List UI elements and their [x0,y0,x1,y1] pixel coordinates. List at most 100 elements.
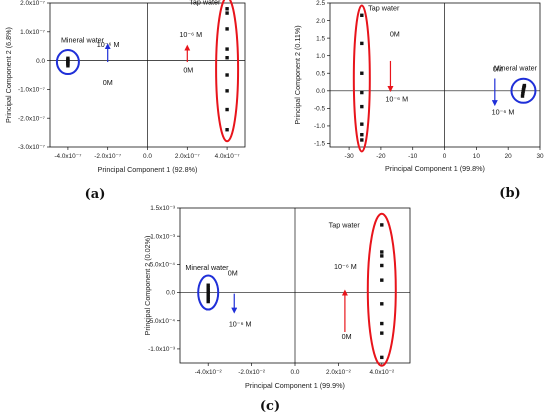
mineral-water-label: Mineral water [494,63,538,72]
tap-water-point [360,104,364,109]
panel-b: -30 -20 -10 0 10 20 30 2.5 2.0 1.5 1.0 0.5 0.0 -0.5 -1… [293,0,544,201]
mineral-water-point [206,286,210,290]
x-tick-label: 0.0 [291,369,300,376]
blue-arrow-bottom-label: 0M [103,78,113,87]
x-axis-label: Principal Component 1 (92.8%) [98,165,198,174]
mineral-water-point [522,83,527,88]
tap-water-point [225,11,229,15]
plot-frame [329,2,541,148]
red-arrow-top-label: 10⁻⁶ M [334,262,357,271]
mineral-water-point [66,64,70,68]
red-arrow-top-label: 10⁻⁶ M [179,30,202,39]
blue-arrow-bottom-label: 10⁻⁶ M [492,108,515,117]
tap-water-label: Tap water [368,4,400,13]
red-arrow-top-label: 0M [390,29,400,38]
blue-arrow-top-label: 10⁻⁶ M [97,40,120,49]
tap-water-point [360,71,364,75]
mineral-water-point [206,297,210,302]
tap-water-point [360,133,364,137]
y-tick-label: -1.5 [314,141,325,148]
y-tick-label: 1.5x10⁻³ [150,205,175,212]
tap-water-cluster-ellipse [215,0,240,143]
red-arrow-bottom-label: 10⁻⁶ M [385,94,408,103]
tap-water-point [380,223,384,227]
tap-water-point [380,302,384,306]
tap-water-point [225,89,229,93]
y-tick-label: 1.0 [316,53,325,60]
x-tick-label: -2.0x10⁻⁷ [94,153,122,160]
y-tick-label: 5.0x10⁻⁴ [150,262,176,269]
mineral-water-cluster-ellipse [510,77,537,104]
x-tick-label: 0 [443,153,447,160]
mineral-water-point [521,89,525,94]
x-tick-label: 30 [536,153,544,160]
panel-label: (c) [260,399,280,414]
x-tick-label: 2.0x10⁻² [326,369,351,376]
tap-water-point [225,128,229,132]
tap-water-point [225,56,229,60]
tap-water-cluster-ellipse [366,212,397,367]
x-tick-label: -4.0x10⁻² [195,369,222,376]
mineral-water-point [206,293,210,297]
panel-c: -4.0x10⁻² -2.0x10⁻² 0.0 2.0x10⁻² 4.0x10⁻² 1.5… [143,205,411,414]
red-arrow-bottom-label: 0M [183,66,193,75]
x-tick-label: 20 [505,153,513,160]
tap-water-label: Tap water [189,0,221,6]
tap-water-point [225,47,229,51]
x-tick-label: -30 [344,153,354,160]
y-tick-label: -3.0x10⁻⁷ [18,144,46,151]
mineral-water-cluster-ellipse [197,274,220,311]
tap-water-point [380,355,384,360]
mineral-water-point [206,283,210,287]
mineral-water-point [206,295,210,299]
tap-water-point [360,138,364,142]
tap-water-point [225,73,229,77]
red-arrow-bottom-label: 0M [342,332,352,341]
tap-water-point [380,331,384,335]
y-axis-label: Principal Component 2 (6.8%) [4,27,13,123]
x-tick-label: 4.0x10⁻⁷ [215,153,241,160]
tap-water-point [360,122,364,126]
x-tick-label: 4.0x10⁻² [369,369,394,376]
y-tick-label: -2.0x10⁻⁷ [18,115,46,122]
y-tick-label: -1.0 [314,123,325,130]
x-tick-label: -10 [408,153,418,160]
mineral-water-point [521,88,526,92]
x-tick-label: -2.0x10⁻² [238,369,265,376]
tap-water-point [225,27,229,31]
y-tick-label: -1.0x10⁻⁷ [18,87,46,94]
y-tick-label: 1.5 [316,35,325,42]
blue-arrow-top-label: 0M [228,269,238,278]
mineral-water-point [521,91,525,96]
tap-water-point [225,7,229,11]
mineral-water-point [206,288,210,292]
y-tick-label: 2.5 [316,0,325,7]
tap-water-point [380,254,384,258]
tap-water-point [380,321,384,326]
x-tick-label: 2.0x10⁻⁷ [175,153,201,160]
y-tick-label: 0.0 [316,88,325,95]
x-tick-label: -20 [376,153,386,160]
tap-water-point [380,263,384,268]
x-tick-label: 0.0 [143,153,152,160]
blue-arrow-top-label: 0M [493,64,503,73]
mineral-water-label: Mineral water [61,36,105,45]
x-axis-label: Principal Component 1 (99.8%) [385,164,485,173]
y-tick-label: -5.0x10⁻⁴ [148,318,176,325]
panel-label: (b) [499,186,520,201]
x-tick-label: -4.0x10⁻⁷ [54,153,82,160]
tap-water-point [380,250,384,254]
tap-water-point [360,90,364,95]
mineral-water-cluster-ellipse [55,49,80,76]
tap-water-cluster-ellipse [352,4,371,153]
y-tick-label: 2.0x10⁻⁷ [20,0,46,7]
tap-water-label: Tap water [329,221,361,230]
tap-water-point [360,13,364,17]
y-tick-label: 2.0 [316,18,325,25]
y-axis-label: Principal Component 2 (0.02%) [143,236,152,336]
panel-a: -4.0x10⁻⁷ -2.0x10⁻⁷ 0.0 2.0x10⁻⁷ 4.0x10⁻⁷ 2.0… [4,0,246,202]
y-tick-label: 0.0 [36,58,45,65]
mineral-water-point [66,62,70,66]
y-tick-label: -0.5 [314,106,325,113]
